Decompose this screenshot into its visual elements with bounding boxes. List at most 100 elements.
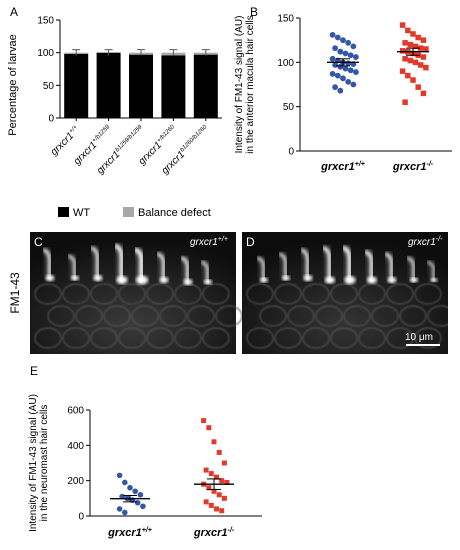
panel-b-point-wt [337,87,344,94]
panel-c-letter: C [34,235,43,249]
panel-b-letter: B [250,5,258,19]
panel-b-point-wt [342,65,349,72]
panel-b-point-wt [334,72,341,79]
panel-e-point-mutant [208,502,214,508]
cell-outline [315,305,343,327]
panel-e-scatter-chart: E Intensity of FM1-43 signal (AU) in the … [28,364,262,539]
panel-b-ytick-label: 100 [277,58,294,69]
panel-b-ytick-label: 150 [277,14,294,25]
panel-e-point-mutant [224,479,230,485]
legend-wt-swatch [58,207,69,217]
panel-e-ylabel: Intensity of FM1-43 signal (AU) in the ne… [28,394,50,532]
panel-b-point-wt [337,48,344,55]
panel-d-genotype: grxcr1-/- [408,236,443,248]
cell-outline [358,283,386,305]
panel-b-point-wt [329,31,336,38]
hair-bundle [322,246,332,282]
panel-e-point-wt [127,484,133,491]
panel-e-point-mutant [201,418,207,424]
panel-b-point-mutant [415,34,421,41]
panel-e-point-mutant [208,471,214,477]
cell-outline [343,305,371,327]
panel-b-point-wt [350,81,357,88]
panel-e-ylabel-line: in the neuromast hair cells [39,405,50,522]
panel-b-point-wt [332,45,338,52]
panel-c-genotype: grxcr1+/+ [190,236,228,248]
bar-wt [193,54,218,118]
panel-b-point-mutant [410,31,416,37]
panel-a-ytick-label: 0 [48,114,54,125]
panel-b-ylabel-line: in the anterior macula hair cells [245,15,256,153]
hair-bundle-base [367,276,377,284]
panel-e-point-mutant [216,449,222,455]
hair-bundle [90,246,100,280]
cell-outline [399,305,427,327]
panel-b-point-wt [347,52,354,59]
hair-bundle-base [183,279,193,285]
legend-balance-label: Balance defect [138,207,211,219]
panel-e-point-wt [137,492,144,498]
hair-bundle [300,248,310,280]
panel-e-point-wt [122,509,128,516]
micrograph-c: C grxcr1+/+ [30,232,243,354]
panel-e-axes: 0 200 400 600 [67,406,262,523]
micrograph-d: D grxcr1-/- 10 μm [242,232,448,354]
panel-b-group-label: grxcr1-/- [392,161,434,173]
hair-bundle [278,252,288,280]
cell-outline [246,327,274,349]
panel-a-ytick-label: 50 [43,81,55,92]
cell-outline [187,305,215,327]
bar-wt [129,54,153,118]
panel-b-point-mutant [399,48,406,54]
panel-e-ytick-label: 400 [67,441,84,452]
cell-outline [90,283,118,305]
hair-bundle-base [325,276,335,284]
panel-b-point-mutant [417,45,424,51]
cell-outline [118,327,146,349]
panel-b-point-mutant [417,62,424,68]
panel-b-point-wt [332,62,338,68]
fm1-43-side-label: FM1-43 [4,232,26,354]
panel-e-point-wt [116,506,123,512]
cell-outline [358,327,386,349]
panel-e-point-mutant [221,460,227,466]
panel-a-ytick-label: 150 [37,16,54,27]
legend-wt-label: WT [73,207,90,219]
panel-e-point-mutant [203,499,209,505]
cell-outline [62,327,90,349]
panel-b-point-mutant [412,59,419,66]
cell-outline [174,327,202,349]
panel-b-point-wt [345,60,352,67]
cell-outline [159,305,187,327]
cell-outline [34,327,62,349]
panel-b-point-mutant [402,56,408,62]
panel-b-point-mutant [407,57,414,64]
cell-outline [259,305,287,327]
panel-b-point-mutant [420,54,427,60]
cell-outline [371,305,399,327]
panel-e-point-mutant [219,478,225,484]
cell-outline [103,305,131,327]
hair-bundle-base [159,277,169,283]
panel-a-ylabel: Percentage of larvae [7,34,19,136]
cell-outline [330,283,358,305]
hair-bundle-base [303,275,313,281]
hair-bundle [42,248,52,280]
panel-b-point-mutant [399,22,406,28]
hair-bundle [114,244,124,282]
panel-b-ytick-label: 0 [288,147,294,158]
panel-e-point-wt [134,499,141,506]
panel-b-point-mutant [402,99,408,105]
hair-bundle [427,261,435,281]
panel-a-bars [64,49,218,119]
micrograph-panels: C grxcr1+/+ D grxcr1-/- 10 μm [30,232,448,354]
panel-b-point-wt [353,69,359,75]
panel-b-ylabel: Intensity of FM1-43 signal (AU) in the an… [234,15,256,153]
panel-b-point-mutant [423,46,429,52]
panel-b-point-mutant [410,77,416,83]
cell-outline [146,283,174,305]
panel-a-ytick-label: 100 [37,48,54,59]
panel-b-point-mutant [420,90,427,97]
panel-b-point-mutant [415,84,421,90]
cell-outline [330,327,358,349]
